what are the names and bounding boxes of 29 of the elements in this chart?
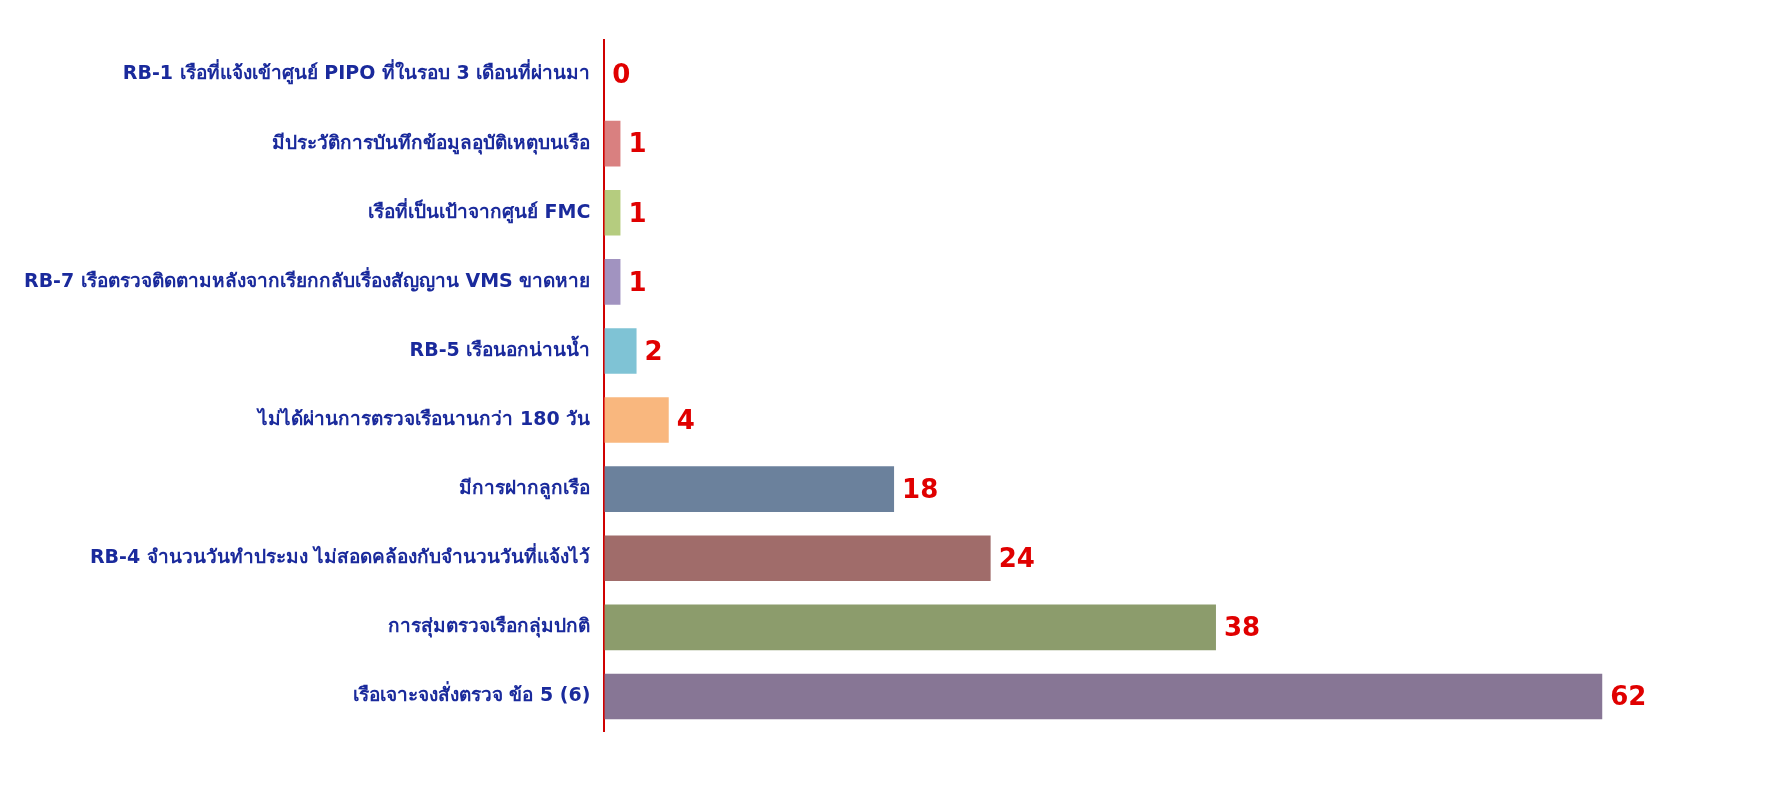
bar	[604, 120, 621, 167]
bar	[604, 189, 621, 236]
data-label: 1	[628, 266, 647, 297]
bar	[604, 466, 895, 512]
data-label: 4	[676, 404, 695, 435]
data-label: 1	[628, 197, 647, 228]
data-label: 0	[612, 59, 631, 90]
bar	[604, 604, 1216, 651]
y-tick-label: RB-5 เรือนอกน่านน้ำ	[409, 334, 591, 360]
bar	[604, 259, 621, 305]
y-tick-label: เรือเจาะจงสั่งตรวจ ข้อ 5 (6)	[352, 681, 591, 706]
y-tick-label: มีประวัติการบันทึกข้อมูลอุบัติเหตุบนเรือ	[272, 130, 591, 155]
y-tick-label: มีการฝากลูกเรือ	[459, 476, 591, 501]
bar	[604, 673, 1603, 720]
data-label: 38	[1223, 612, 1261, 643]
y-tick-label: RB-1 เรือที่แจ้งเข้าศูนย์ PIPO ที่ในรอบ 3 เดือนที่ผ่านมา	[122, 59, 591, 86]
bar	[604, 328, 637, 374]
data-label: 24	[998, 543, 1035, 573]
y-tick-label: RB-7 เรือตรวจติดตามหลังจากเรียกกลับเรื่องสัญญาน VMS ขาดหาย	[24, 266, 591, 292]
data-label: 18	[902, 473, 939, 504]
bar	[604, 535, 991, 582]
data-label: 62	[1610, 681, 1647, 712]
data-label: 1	[628, 128, 647, 159]
y-tick-label: การสุ่มตรวจเรือกลุ่มปกติ	[388, 614, 591, 639]
y-tick-label: เรือที่เป็นเป้าจากศูนย์ FMC	[367, 197, 591, 224]
y-tick-label: RB-4 จำนวนวันทำประมง ไม่สอดคล้องกับจำนวนวันที่แจ้งไว้	[89, 543, 591, 568]
y-tick-label: ไม่ได้ผ่านการตรวจเรือนานกว่า 180 วัน	[256, 406, 591, 429]
bar	[604, 397, 669, 443]
data-label: 2	[644, 335, 663, 366]
